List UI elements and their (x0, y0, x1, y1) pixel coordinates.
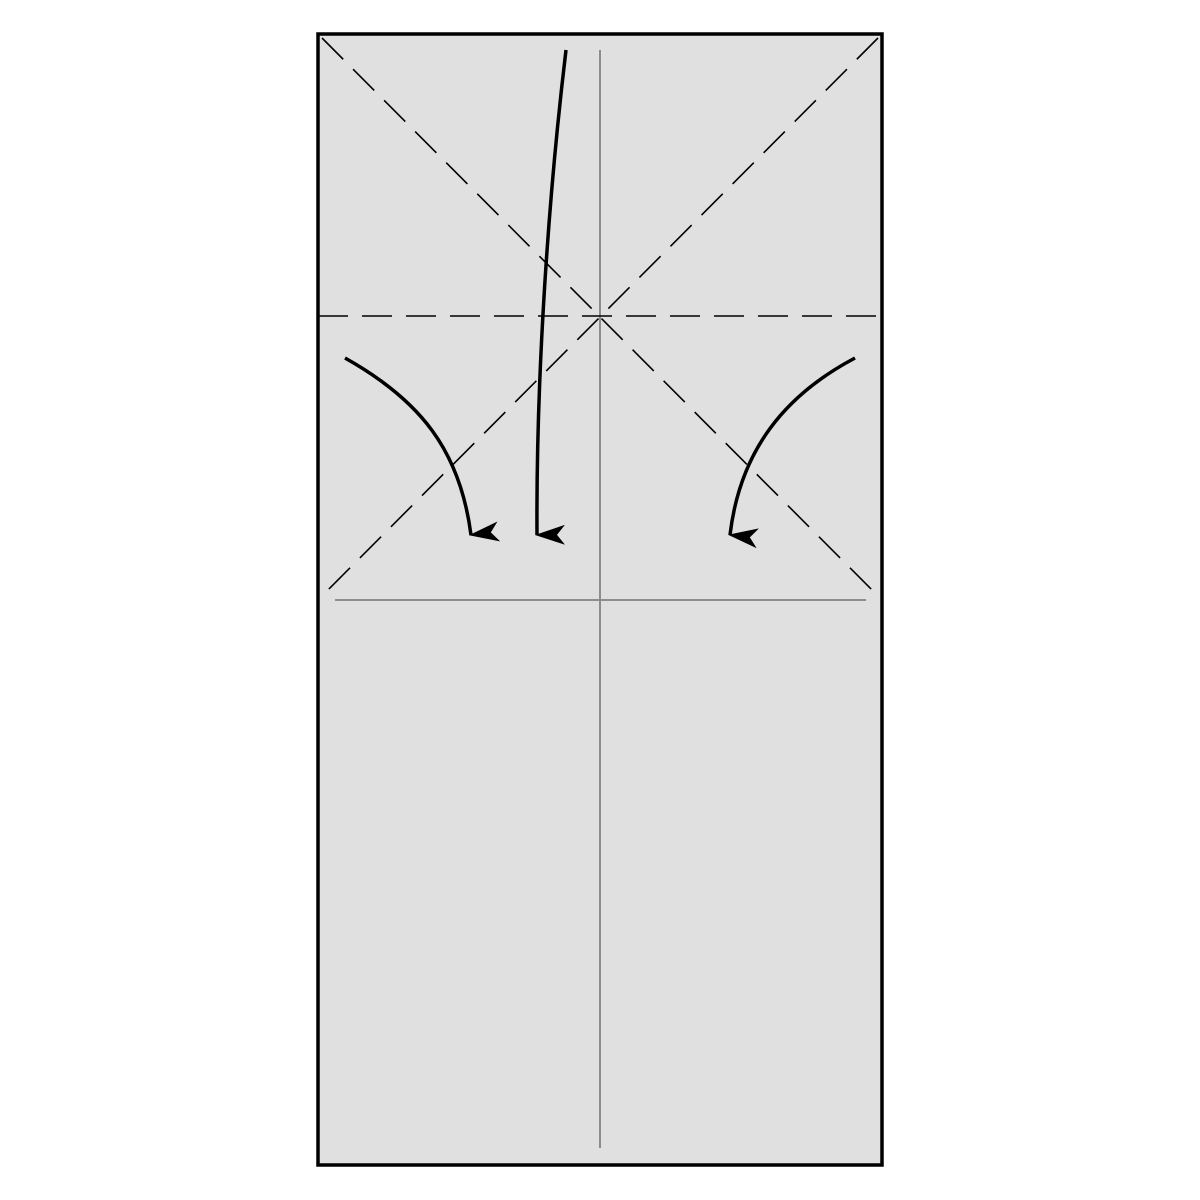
paper-outline (316, 32, 884, 1167)
fold-arrow-left (344, 356, 501, 542)
fold-arrow-right (728, 356, 856, 549)
fold-arrow-top (535, 49, 568, 545)
